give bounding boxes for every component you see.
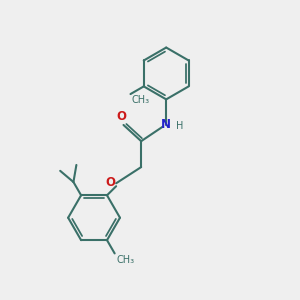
- Text: O: O: [105, 176, 115, 189]
- Text: H: H: [176, 122, 183, 131]
- Text: CH₃: CH₃: [116, 255, 134, 265]
- Text: CH₃: CH₃: [132, 95, 150, 105]
- Text: N: N: [161, 118, 171, 131]
- Text: O: O: [116, 110, 126, 123]
